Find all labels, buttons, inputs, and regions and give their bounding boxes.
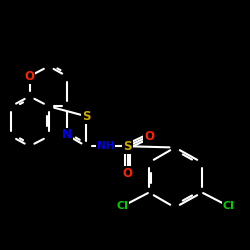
Text: S: S: [123, 140, 132, 153]
Text: NH: NH: [97, 141, 114, 151]
Text: O: O: [122, 167, 132, 180]
Text: N: N: [62, 128, 72, 141]
Text: Cl: Cl: [223, 201, 235, 211]
Text: O: O: [24, 70, 34, 83]
Text: S: S: [82, 110, 90, 123]
Text: Cl: Cl: [116, 201, 128, 211]
Text: O: O: [144, 130, 154, 143]
